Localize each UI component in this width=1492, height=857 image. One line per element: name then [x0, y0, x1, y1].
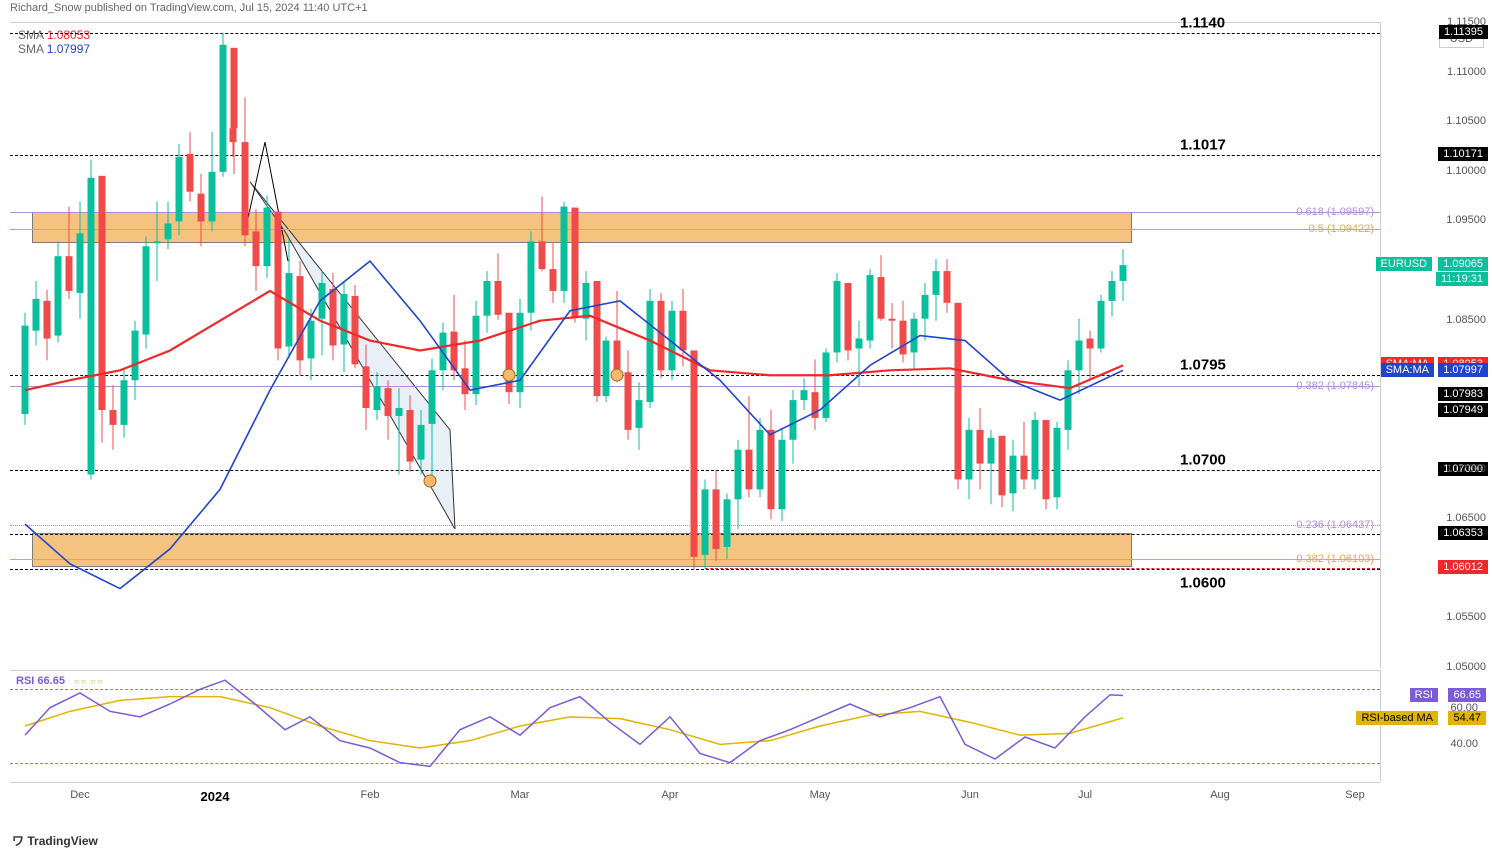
x-tick: May: [810, 789, 831, 801]
candlestick-layer: [10, 23, 1380, 668]
circle-marker-icon: [611, 369, 624, 382]
x-tick: Jun: [961, 789, 979, 801]
footer-brand: ワ TradingView: [12, 832, 98, 849]
y-tick: 1.11000: [1447, 66, 1486, 78]
price-tag: 1.06353: [1438, 526, 1488, 540]
ma-value-tag: 1.07997: [1438, 363, 1488, 377]
rsi-pane[interactable]: RSI 66.65 ○ ○ ○ ○ 60.0040.0066.65RSI54.4…: [10, 670, 1381, 781]
attribution-header: Richard_Snow published on TradingView.co…: [0, 0, 1492, 22]
chart-root: Richard_Snow published on TradingView.co…: [0, 0, 1492, 857]
y-tick: 1.11500: [1447, 16, 1486, 28]
x-axis: Dec 2024 Feb Mar Apr May Jun Jul Aug Sep: [10, 782, 1380, 813]
x-tick: Dec: [70, 789, 90, 801]
x-tick: Aug: [1210, 789, 1230, 801]
x-tick: Jul: [1078, 789, 1092, 801]
price-tag: 1.07983: [1438, 387, 1488, 401]
y-tick: 1.09500: [1446, 214, 1486, 226]
price-tag: 1.10171: [1438, 147, 1488, 161]
y-tick: 1.06500: [1446, 512, 1486, 524]
y-tick: 1.07000: [1446, 463, 1486, 475]
circle-marker-icon: [424, 475, 437, 488]
x-tick: Feb: [361, 789, 380, 801]
current-price-tag: 1.09065: [1438, 257, 1488, 271]
x-tick: Sep: [1345, 789, 1365, 801]
countdown-tag: 11:19:31: [1436, 272, 1488, 286]
ma-value-tag: 1.06012: [1438, 560, 1488, 574]
x-tick: Mar: [511, 789, 530, 801]
price-tag: 1.07949: [1438, 403, 1488, 417]
symbol-tag: EURUSD: [1376, 257, 1432, 271]
y-tick: 1.05000: [1446, 661, 1486, 673]
y-axis: USD 1.113951.101711.079831.079491.070001…: [1382, 22, 1492, 780]
y-tick: 1.10000: [1446, 165, 1486, 177]
circle-marker-icon: [503, 369, 516, 382]
y-tick: 1.08500: [1446, 314, 1486, 326]
attribution-text: Richard_Snow published on TradingView.co…: [10, 2, 368, 14]
y-tick: 1.05500: [1446, 611, 1486, 623]
ma-label-tag: SMA:MA: [1381, 363, 1434, 377]
y-tick: 1.10500: [1446, 115, 1486, 127]
x-tick: 2024: [201, 789, 230, 804]
main-price-pane[interactable]: 1.11401.10171.07951.07001.06000.618 (1.0…: [10, 22, 1381, 668]
x-tick: Apr: [661, 789, 678, 801]
